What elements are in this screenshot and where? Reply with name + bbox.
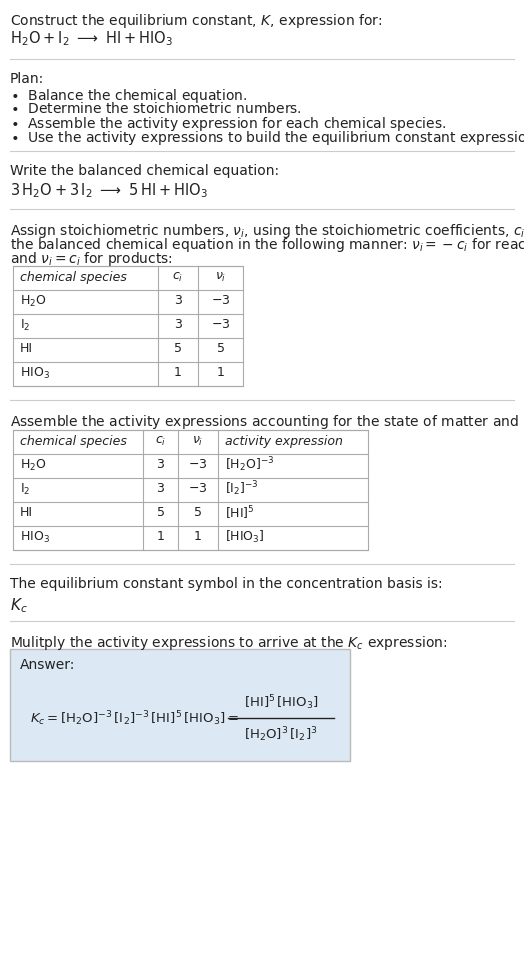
Text: $\mathrm{HIO_3}$: $\mathrm{HIO_3}$	[20, 529, 50, 545]
Text: $\mathrm{I_2}$: $\mathrm{I_2}$	[20, 317, 30, 333]
Text: 3: 3	[174, 294, 182, 308]
Text: $\bullet$  Assemble the activity expression for each chemical species.: $\bullet$ Assemble the activity expressi…	[10, 115, 446, 133]
Text: Answer:: Answer:	[20, 658, 75, 672]
Text: 1: 1	[216, 366, 224, 380]
Text: 5: 5	[157, 506, 165, 520]
Text: $-3$: $-3$	[188, 458, 208, 472]
Text: $-3$: $-3$	[211, 318, 230, 332]
Text: Construct the equilibrium constant, $K$, expression for:: Construct the equilibrium constant, $K$,…	[10, 12, 383, 30]
FancyBboxPatch shape	[13, 266, 243, 386]
Text: $K_c$: $K_c$	[10, 596, 28, 615]
Text: $c_i$: $c_i$	[155, 434, 166, 448]
Text: Plan:: Plan:	[10, 72, 44, 86]
Text: 1: 1	[174, 366, 182, 380]
Text: $\nu_i$: $\nu_i$	[192, 434, 204, 448]
Text: $[\mathrm{H_2O}]^3\,[\mathrm{I_2}]^3$: $[\mathrm{H_2O}]^3\,[\mathrm{I_2}]^3$	[244, 725, 318, 744]
Text: $\mathrm{I_2}$: $\mathrm{I_2}$	[20, 481, 30, 497]
Text: 1: 1	[194, 530, 202, 544]
Text: 3: 3	[157, 458, 165, 472]
Text: $\mathrm{H_2O}$: $\mathrm{H_2O}$	[20, 457, 47, 473]
Text: $c_i$: $c_i$	[172, 270, 183, 284]
Text: Assemble the activity expressions accounting for the state of matter and $\nu_i$: Assemble the activity expressions accoun…	[10, 413, 524, 431]
Text: The equilibrium constant symbol in the concentration basis is:: The equilibrium constant symbol in the c…	[10, 577, 443, 591]
Text: 3: 3	[157, 482, 165, 496]
Text: $[\mathrm{HIO_3}]$: $[\mathrm{HIO_3}]$	[225, 529, 265, 545]
Text: 3: 3	[174, 318, 182, 332]
Text: $\bullet$  Determine the stoichiometric numbers.: $\bullet$ Determine the stoichiometric n…	[10, 101, 302, 116]
Text: $[\mathrm{HI}]^5\,[\mathrm{HIO_3}]$: $[\mathrm{HI}]^5\,[\mathrm{HIO_3}]$	[244, 693, 319, 712]
FancyBboxPatch shape	[13, 430, 368, 550]
Text: $\nu_i$: $\nu_i$	[215, 270, 226, 284]
Text: $\bullet$  Balance the chemical equation.: $\bullet$ Balance the chemical equation.	[10, 87, 247, 105]
Text: Assign stoichiometric numbers, $\nu_i$, using the stoichiometric coefficients, $: Assign stoichiometric numbers, $\nu_i$, …	[10, 222, 524, 240]
Text: chemical species: chemical species	[20, 434, 127, 448]
Text: $[\mathrm{H_2O}]^{-3}$: $[\mathrm{H_2O}]^{-3}$	[225, 456, 275, 475]
Text: $[\mathrm{I_2}]^{-3}$: $[\mathrm{I_2}]^{-3}$	[225, 480, 259, 499]
Text: $\mathrm{3\,H_2O + 3\,I_2\ \longrightarrow\ 5\,HI + HIO_3}$: $\mathrm{3\,H_2O + 3\,I_2\ \longrightarr…	[10, 181, 208, 199]
FancyBboxPatch shape	[10, 649, 350, 761]
Text: 1: 1	[157, 530, 165, 544]
Text: $K_c = [\mathrm{H_2O}]^{-3}\,[\mathrm{I_2}]^{-3}\,[\mathrm{HI}]^5\,[\mathrm{HIO_: $K_c = [\mathrm{H_2O}]^{-3}\,[\mathrm{I_…	[30, 709, 238, 728]
Text: Mulitply the activity expressions to arrive at the $K_c$ expression:: Mulitply the activity expressions to arr…	[10, 634, 447, 652]
Text: $\bullet$  Use the activity expressions to build the equilibrium constant expres: $\bullet$ Use the activity expressions t…	[10, 129, 524, 147]
Text: HI: HI	[20, 342, 33, 356]
Text: $\mathrm{HIO_3}$: $\mathrm{HIO_3}$	[20, 365, 50, 381]
Text: 5: 5	[216, 342, 224, 356]
Text: HI: HI	[20, 506, 33, 520]
Text: $\mathrm{H_2O}$: $\mathrm{H_2O}$	[20, 293, 47, 309]
Text: $\mathrm{H_2O + I_2\ \longrightarrow\ HI + HIO_3}$: $\mathrm{H_2O + I_2\ \longrightarrow\ HI…	[10, 29, 173, 48]
Text: the balanced chemical equation in the following manner: $\nu_i = -c_i$ for react: the balanced chemical equation in the fo…	[10, 236, 524, 254]
Text: 5: 5	[194, 506, 202, 520]
Text: chemical species: chemical species	[20, 270, 127, 284]
Text: and $\nu_i = c_i$ for products:: and $\nu_i = c_i$ for products:	[10, 250, 173, 268]
Text: $-3$: $-3$	[211, 294, 230, 308]
Text: 5: 5	[174, 342, 182, 356]
Text: activity expression: activity expression	[225, 434, 343, 448]
Text: $-3$: $-3$	[188, 482, 208, 496]
Text: $[\mathrm{HI}]^5$: $[\mathrm{HI}]^5$	[225, 504, 255, 522]
Text: Write the balanced chemical equation:: Write the balanced chemical equation:	[10, 164, 279, 178]
